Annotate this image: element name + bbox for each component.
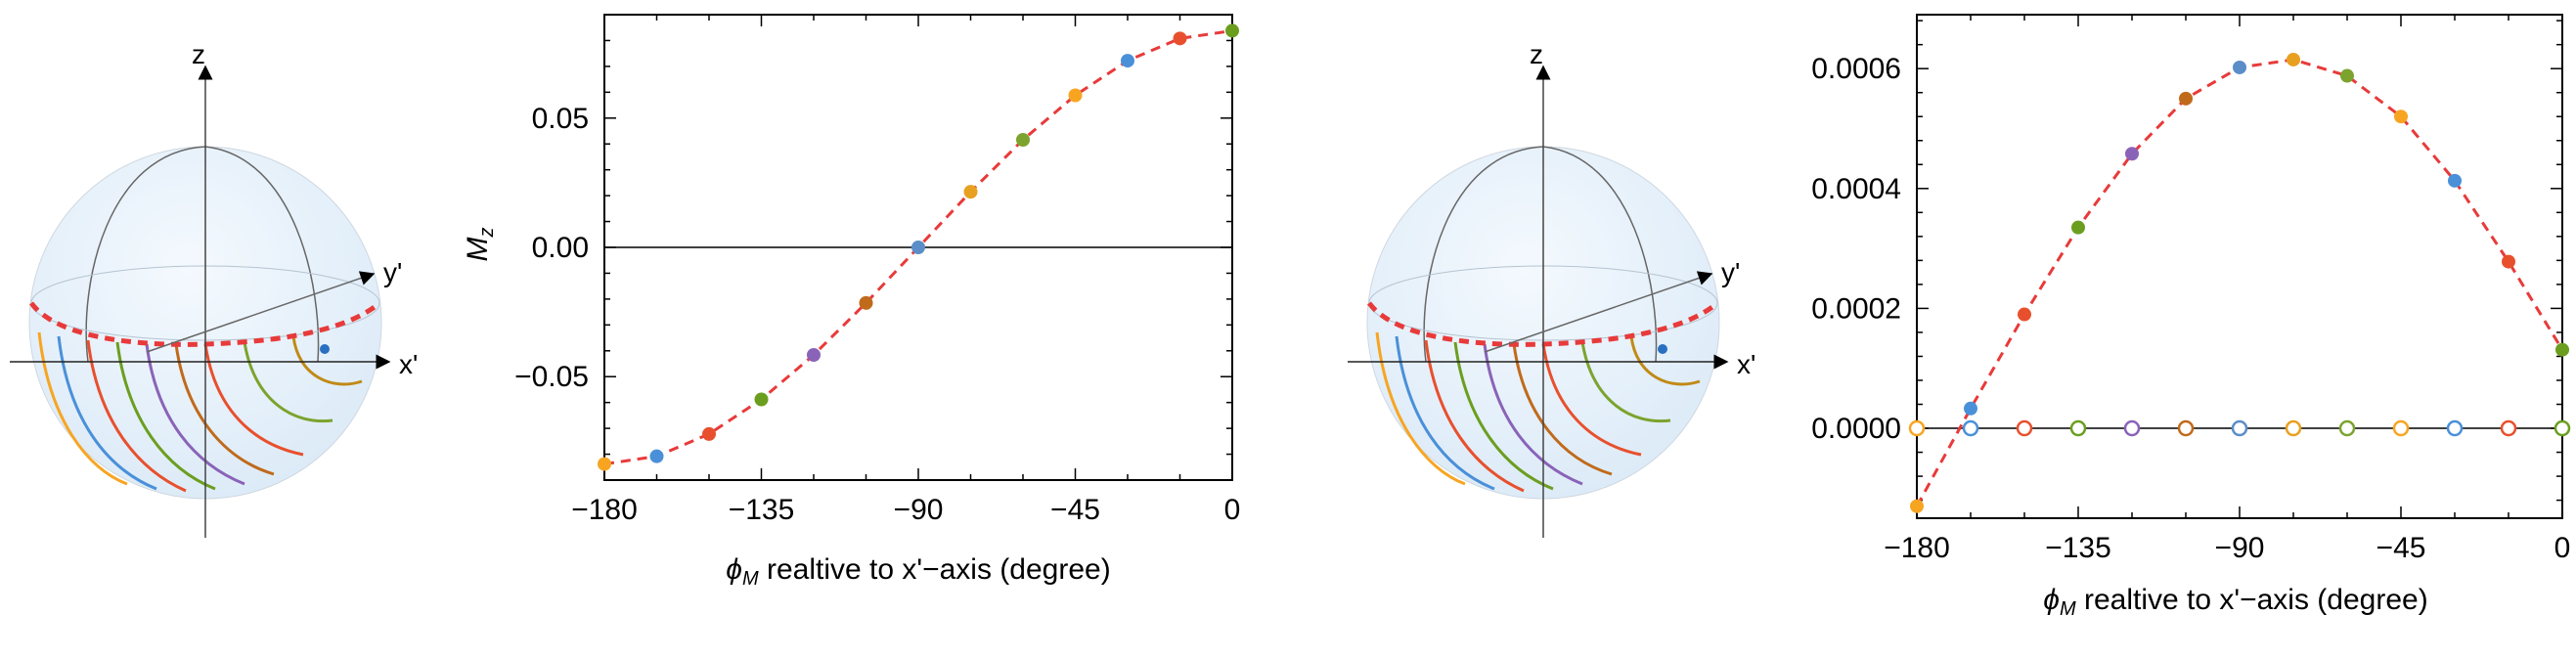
data-point [1068, 88, 1083, 103]
data-point [702, 426, 716, 441]
x-axis-label-symbol: ϕ [2043, 584, 2060, 616]
x-tick-label: 0 [2554, 532, 2571, 564]
data-point [2018, 307, 2031, 322]
open-data-point [2069, 419, 2087, 437]
open-data-point [2338, 419, 2356, 437]
x-tick-label: −135 [2045, 532, 2111, 564]
x-tick-label: 0 [1224, 494, 1241, 526]
open-data-point [2554, 419, 2571, 437]
data-point [2125, 147, 2139, 161]
x-axis-label-subscript: M [2060, 598, 2076, 620]
open-data-point [2177, 419, 2195, 437]
y-tick-label: 0.0000 [1811, 413, 1901, 445]
z-axis-label: z [1530, 39, 1543, 69]
y-tick-label: 0.00 [532, 232, 589, 264]
data-point [1910, 499, 1924, 513]
y-tick-label: 0.0002 [1811, 292, 1901, 325]
y-axis-label-subscript: z [476, 228, 498, 239]
x-axis-label: ϕM realtive to x'−axis (degree) [726, 553, 1110, 590]
data-point [2071, 220, 2085, 235]
x-tick-labels: −180 −135 −90 −45 0 [571, 494, 1240, 526]
data-point [2179, 91, 2193, 106]
x-tick-label: −135 [729, 494, 795, 526]
open-data-point [2500, 419, 2517, 437]
x-axis-label-text: realtive to x'−axis (degree) [759, 553, 1111, 586]
data-point [963, 185, 978, 199]
y-tick-label: 0.05 [532, 103, 589, 135]
magnetization-point [1658, 344, 1667, 354]
y-tick-label: −0.05 [514, 361, 589, 393]
series-points [1910, 52, 2569, 513]
x-axis-label: x' [1737, 349, 1755, 379]
x-tick-label: −90 [894, 494, 944, 526]
plot-frame [1916, 14, 2563, 519]
axis-ticks [1916, 15, 2563, 518]
magnetization-point [320, 344, 330, 354]
data-point [1964, 401, 1977, 416]
y-axis [1484, 271, 1713, 353]
meridian-arc [1542, 146, 1658, 363]
x-tick-label: −45 [1050, 494, 1100, 526]
open-circle-points [1908, 419, 2571, 437]
data-point [754, 392, 769, 407]
data-point [2233, 60, 2246, 74]
data-point [2340, 68, 2354, 83]
y-tick-labels: −0.05 0.00 0.05 [514, 103, 589, 393]
x-tick-label: −180 [571, 494, 638, 526]
y-tick-label: 0.0004 [1811, 173, 1901, 205]
open-data-point [2392, 419, 2410, 437]
x-tick-label: −45 [2376, 532, 2426, 564]
data-point [2394, 110, 2408, 124]
y-axis [146, 271, 376, 353]
x-tick-label: −90 [2215, 532, 2265, 564]
sphere-diagram-left: z y' x' [10, 39, 418, 538]
open-data-point [2231, 419, 2248, 437]
x-axis-label-subscript: M [742, 568, 759, 590]
x-tick-labels: −180 −135 −90 −45 0 [1884, 532, 2570, 564]
data-point [2555, 342, 2569, 357]
meridian-arc [1423, 146, 1544, 363]
data-point [911, 241, 925, 254]
x-tick-label: −180 [1884, 532, 1950, 564]
x-axis-label: x' [399, 349, 418, 379]
y-axis-label-symbol: M [462, 238, 494, 262]
z-axis-label: z [192, 39, 205, 69]
data-point [598, 457, 611, 471]
x-axis-label-symbol: ϕ [726, 553, 742, 586]
y-tick-labels: 0.0000 0.0002 0.0004 0.0006 [1811, 53, 1901, 445]
open-data-point [2446, 419, 2464, 437]
sphere-diagram-right: z y' x' [1348, 39, 1755, 538]
meridian-arc [204, 146, 320, 363]
data-point [2448, 173, 2462, 188]
open-data-point [1962, 419, 1979, 437]
data-point [1016, 132, 1030, 147]
chart-right: −180 −135 −90 −45 0 0.0000 0.0002 0.0004 0.0006… [1811, 14, 2571, 620]
y-tick-label: 0.0006 [1811, 53, 1901, 85]
series-line [1915, 58, 2564, 507]
data-point [2502, 254, 2515, 269]
data-point [2287, 52, 2300, 66]
open-data-point [2285, 419, 2302, 437]
chart-mz: −180 −135 −90 −45 0 −0.050.000.05 ϕM realtiv… [462, 14, 1240, 590]
open-data-point [1908, 419, 1926, 437]
y-axis-label: Mz [462, 228, 498, 262]
open-data-point [2016, 419, 2033, 437]
trajectory-curves [37, 331, 363, 493]
trajectory-curves [1375, 331, 1701, 493]
meridian-arc [85, 146, 206, 363]
data-point [1173, 31, 1187, 46]
data-point [649, 449, 664, 463]
data-point [1121, 54, 1134, 68]
data-point [859, 295, 873, 310]
data-point [1225, 23, 1239, 38]
x-axis-label-text: realtive to x'−axis (degree) [2076, 584, 2428, 616]
series-points [598, 23, 1239, 471]
data-point [807, 348, 821, 363]
x-axis-label: ϕM realtive to x'−axis (degree) [2043, 584, 2427, 620]
y-axis-label: y' [383, 257, 402, 287]
y-axis-label: y' [1721, 257, 1740, 287]
open-data-point [2123, 419, 2141, 437]
